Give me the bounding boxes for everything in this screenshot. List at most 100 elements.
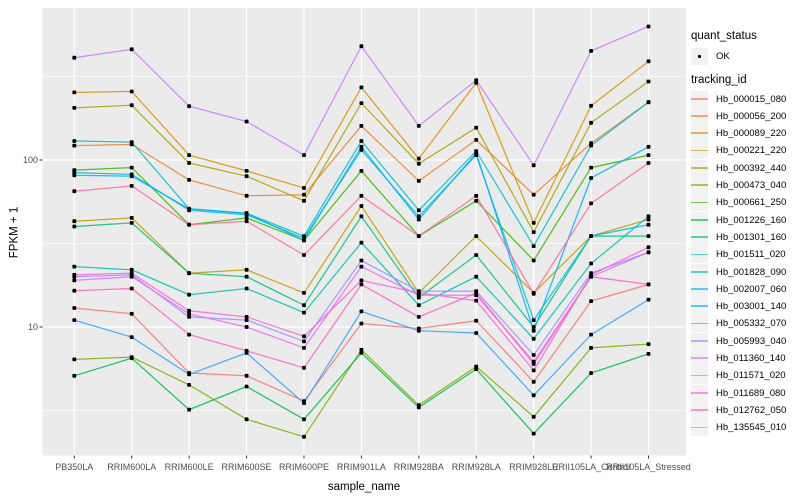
- data-point: [589, 371, 593, 375]
- data-point: [531, 318, 536, 322]
- legend-key-Hb_000015_080: [691, 90, 708, 108]
- legend-key-Hb_001828_090: [691, 263, 708, 281]
- data-point: [646, 144, 651, 149]
- data-point: [531, 368, 536, 373]
- legend-label: Hb_002007_060: [716, 283, 787, 295]
- data-point: [359, 144, 364, 149]
- x-tick-label: RRIM901LA: [336, 461, 386, 472]
- legend-key-Hb_000661_250: [691, 194, 708, 212]
- data-point: [72, 288, 77, 293]
- data-point: [589, 176, 593, 180]
- data-point: [302, 310, 306, 315]
- data-point: [589, 274, 593, 279]
- data-point: [646, 222, 651, 227]
- data-point: [72, 55, 77, 60]
- data-point: [416, 124, 421, 128]
- legend-label: Hb_011571_020: [716, 370, 786, 382]
- data-point: [416, 315, 421, 319]
- x-tick-label: RRIM600SE: [221, 461, 272, 472]
- data-point: [416, 208, 421, 213]
- data-point: [244, 315, 249, 319]
- data-point: [531, 379, 536, 384]
- data-point: [416, 405, 421, 410]
- data-point: [129, 103, 134, 108]
- data-point: [646, 297, 651, 302]
- data-point: [244, 216, 249, 220]
- data-point: [129, 221, 134, 225]
- legend-key-Hb_000221_220: [691, 142, 708, 160]
- legend-key-Hb_011689_080: [691, 384, 708, 402]
- data-point: [129, 89, 134, 94]
- data-point: [359, 101, 364, 105]
- data-point: [646, 59, 651, 64]
- data-point: [187, 271, 191, 276]
- legend-label: Hb_005993_040: [716, 335, 787, 347]
- data-point: [187, 206, 191, 211]
- legend-key-Hb_000089_220: [691, 125, 708, 143]
- legend-label: Hb_005332_070: [716, 318, 787, 330]
- x-axis-title: sample_name: [327, 481, 401, 493]
- legend-line-icon: [691, 322, 708, 325]
- data-point: [72, 306, 77, 310]
- data-point: [129, 274, 134, 279]
- legend-label: Hb_000089_220: [716, 128, 787, 140]
- panel-background: [42, 8, 686, 456]
- data-point: [646, 282, 651, 287]
- data-point: [302, 339, 306, 344]
- legend-quant-status-title: quant_status: [691, 30, 757, 42]
- legend-label: Hb_012762_050: [716, 404, 787, 416]
- legend-key-Hb_001301_160: [691, 228, 708, 246]
- data-point: [187, 407, 191, 412]
- data-point: [244, 274, 249, 279]
- x-tick-label: RRIM928LE: [509, 461, 559, 472]
- data-point: [646, 100, 651, 105]
- y-tick-label-100: 100: [22, 155, 38, 165]
- data-point: [72, 224, 77, 229]
- data-point: [359, 282, 364, 287]
- data-point: [244, 286, 249, 291]
- data-point: [302, 192, 306, 197]
- data-point: [359, 214, 364, 219]
- legend-key-Hb_002007_060: [691, 280, 708, 298]
- data-point: [646, 352, 651, 356]
- data-point: [359, 169, 364, 173]
- data-point: [474, 78, 479, 83]
- data-point: [589, 143, 593, 148]
- y-axis-title: FPKM + 1: [8, 206, 21, 259]
- data-point: [531, 244, 536, 248]
- data-point: [302, 238, 306, 243]
- ok-point-icon: [697, 54, 702, 59]
- data-point: [302, 186, 306, 190]
- data-point: [359, 258, 364, 263]
- data-point: [72, 90, 77, 95]
- legend-line-icon: [691, 270, 708, 273]
- legend-line-icon: [691, 149, 708, 152]
- data-point: [187, 161, 191, 165]
- data-point: [72, 264, 77, 269]
- legend-line-icon: [691, 236, 708, 238]
- data-point: [72, 219, 77, 224]
- data-point: [474, 274, 479, 279]
- data-point: [416, 217, 421, 222]
- data-point: [416, 156, 421, 161]
- data-point: [129, 216, 134, 220]
- data-point: [589, 120, 593, 125]
- legend-line-icon: [691, 305, 708, 308]
- data-point: [72, 373, 77, 378]
- legend-key-Hb_003001_140: [691, 298, 708, 316]
- data-point: [474, 253, 479, 257]
- quant-status-ok-label: OK: [716, 51, 730, 62]
- data-point: [244, 211, 249, 216]
- legend-key-Hb_011571_020: [691, 367, 708, 385]
- data-point: [531, 328, 536, 333]
- legend-label: Hb_001828_090: [716, 266, 787, 278]
- data-point: [72, 139, 77, 143]
- x-tick-label: RRIM928BA: [393, 461, 444, 472]
- data-point: [302, 198, 306, 203]
- legend-line-icon: [691, 426, 708, 429]
- data-point: [187, 308, 191, 313]
- data-point: [359, 85, 364, 90]
- data-point: [244, 169, 249, 173]
- data-point: [589, 201, 593, 206]
